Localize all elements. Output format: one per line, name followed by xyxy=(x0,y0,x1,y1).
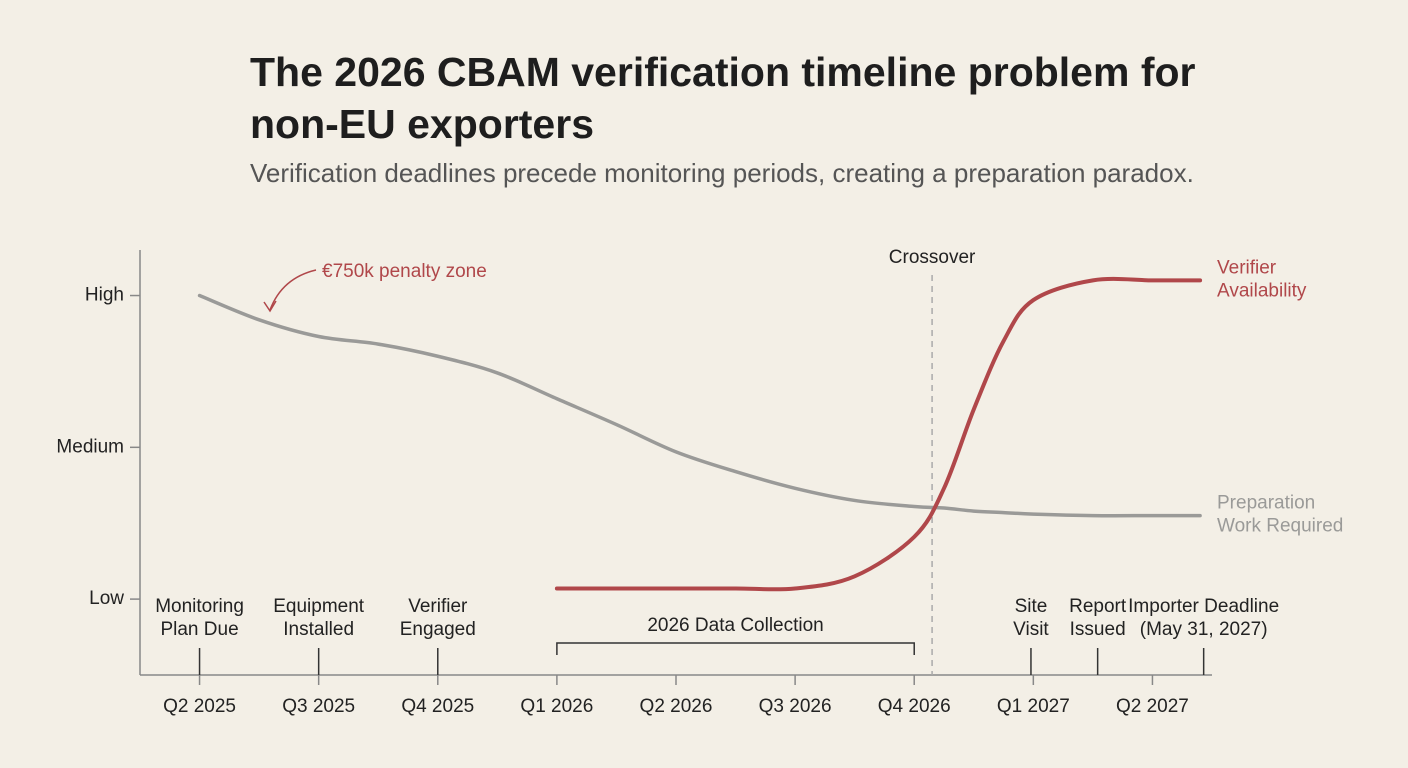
legend-line: Availability xyxy=(1217,280,1307,301)
x-tick-label: Q3 2026 xyxy=(759,696,832,717)
x-tick-label: Q1 2026 xyxy=(520,696,593,717)
x-tick-label: Q2 2026 xyxy=(640,696,713,717)
x-tick-label: Q2 2025 xyxy=(163,696,236,717)
milestone-label: Importer Deadline xyxy=(1128,596,1279,617)
chart-subtitle: Verification deadlines precede monitorin… xyxy=(250,158,1194,188)
x-tick-label: Q1 2027 xyxy=(997,696,1070,717)
milestone-label: Report xyxy=(1069,596,1127,617)
milestone-label: Plan Due xyxy=(160,619,238,640)
legend-label: Verifier Availability xyxy=(1217,257,1307,301)
milestone-label: Visit xyxy=(1013,619,1049,640)
crossover-label: Crossover xyxy=(889,247,976,268)
x-tick-label: Q3 2025 xyxy=(282,696,355,717)
x-tick-label: Q4 2025 xyxy=(401,696,474,717)
period-label: 2026 Data Collection xyxy=(647,615,823,636)
legend-line: Work Required xyxy=(1217,516,1343,537)
annotation-arrow xyxy=(269,269,317,311)
y-tick-label: Medium xyxy=(56,436,124,457)
milestone-label: Verifier xyxy=(408,596,468,617)
series-line xyxy=(554,276,1203,592)
legend-line: Preparation xyxy=(1217,493,1321,514)
milestone-label: Engaged xyxy=(400,619,476,640)
x-tick-label: Q2 2027 xyxy=(1116,696,1189,717)
milestone-label: Equipment xyxy=(273,596,365,617)
milestone-label: Installed xyxy=(283,619,354,640)
x-tick-label: Q4 2026 xyxy=(878,696,951,717)
milestone-label: Monitoring xyxy=(155,596,244,617)
period-bracket xyxy=(556,642,915,655)
legend-line: Verifier xyxy=(1217,257,1281,278)
milestone-label: Site xyxy=(1015,596,1048,617)
y-tick-label: High xyxy=(85,285,124,306)
legend-label: Preparation Work Required xyxy=(1217,493,1343,537)
annotation-arrowhead xyxy=(263,300,277,313)
series-line xyxy=(197,293,1202,518)
annotation: €750k penalty zone xyxy=(322,261,487,282)
chart-title: The 2026 CBAM verification timeline prob… xyxy=(250,49,1196,147)
milestone-label: Issued xyxy=(1070,619,1126,640)
milestone-label: (May 31, 2027) xyxy=(1140,619,1268,640)
y-tick-label: Low xyxy=(89,588,124,609)
